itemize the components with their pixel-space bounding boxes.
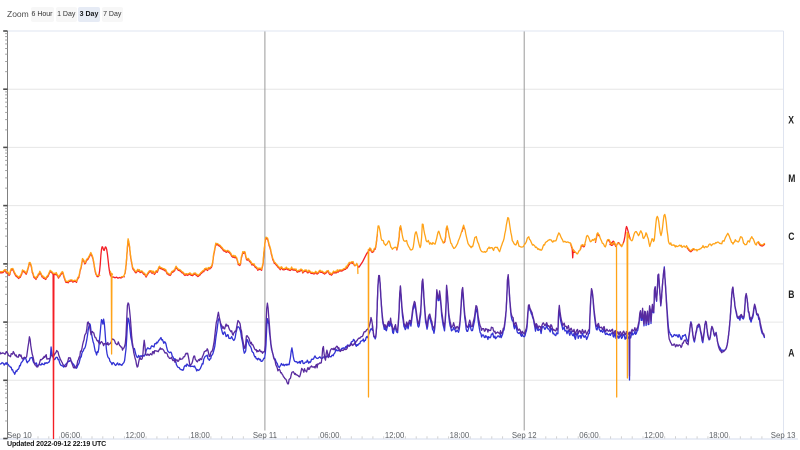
svg-text:Sep 13: Sep 13: [771, 431, 796, 440]
svg-text:06:00: 06:00: [61, 431, 81, 440]
svg-text:Sep 11: Sep 11: [253, 431, 277, 440]
svg-text:12:00: 12:00: [644, 431, 664, 440]
svg-text:18:00: 18:00: [450, 431, 470, 440]
svg-text:18:00: 18:00: [709, 431, 729, 440]
svg-text:Sep 12: Sep 12: [512, 431, 537, 440]
svg-text:12:00: 12:00: [385, 431, 405, 440]
svg-text:06:00: 06:00: [320, 431, 340, 440]
svg-text:M: M: [788, 173, 795, 185]
svg-text:06:00: 06:00: [579, 431, 599, 440]
svg-text:Sep 10: Sep 10: [7, 431, 32, 440]
svg-text:C: C: [788, 231, 794, 243]
svg-text:18:00: 18:00: [190, 431, 210, 440]
svg-text:A: A: [788, 347, 794, 359]
svg-text:X: X: [788, 115, 794, 127]
svg-text:12:00: 12:00: [125, 431, 145, 440]
svg-text:B: B: [788, 289, 794, 301]
